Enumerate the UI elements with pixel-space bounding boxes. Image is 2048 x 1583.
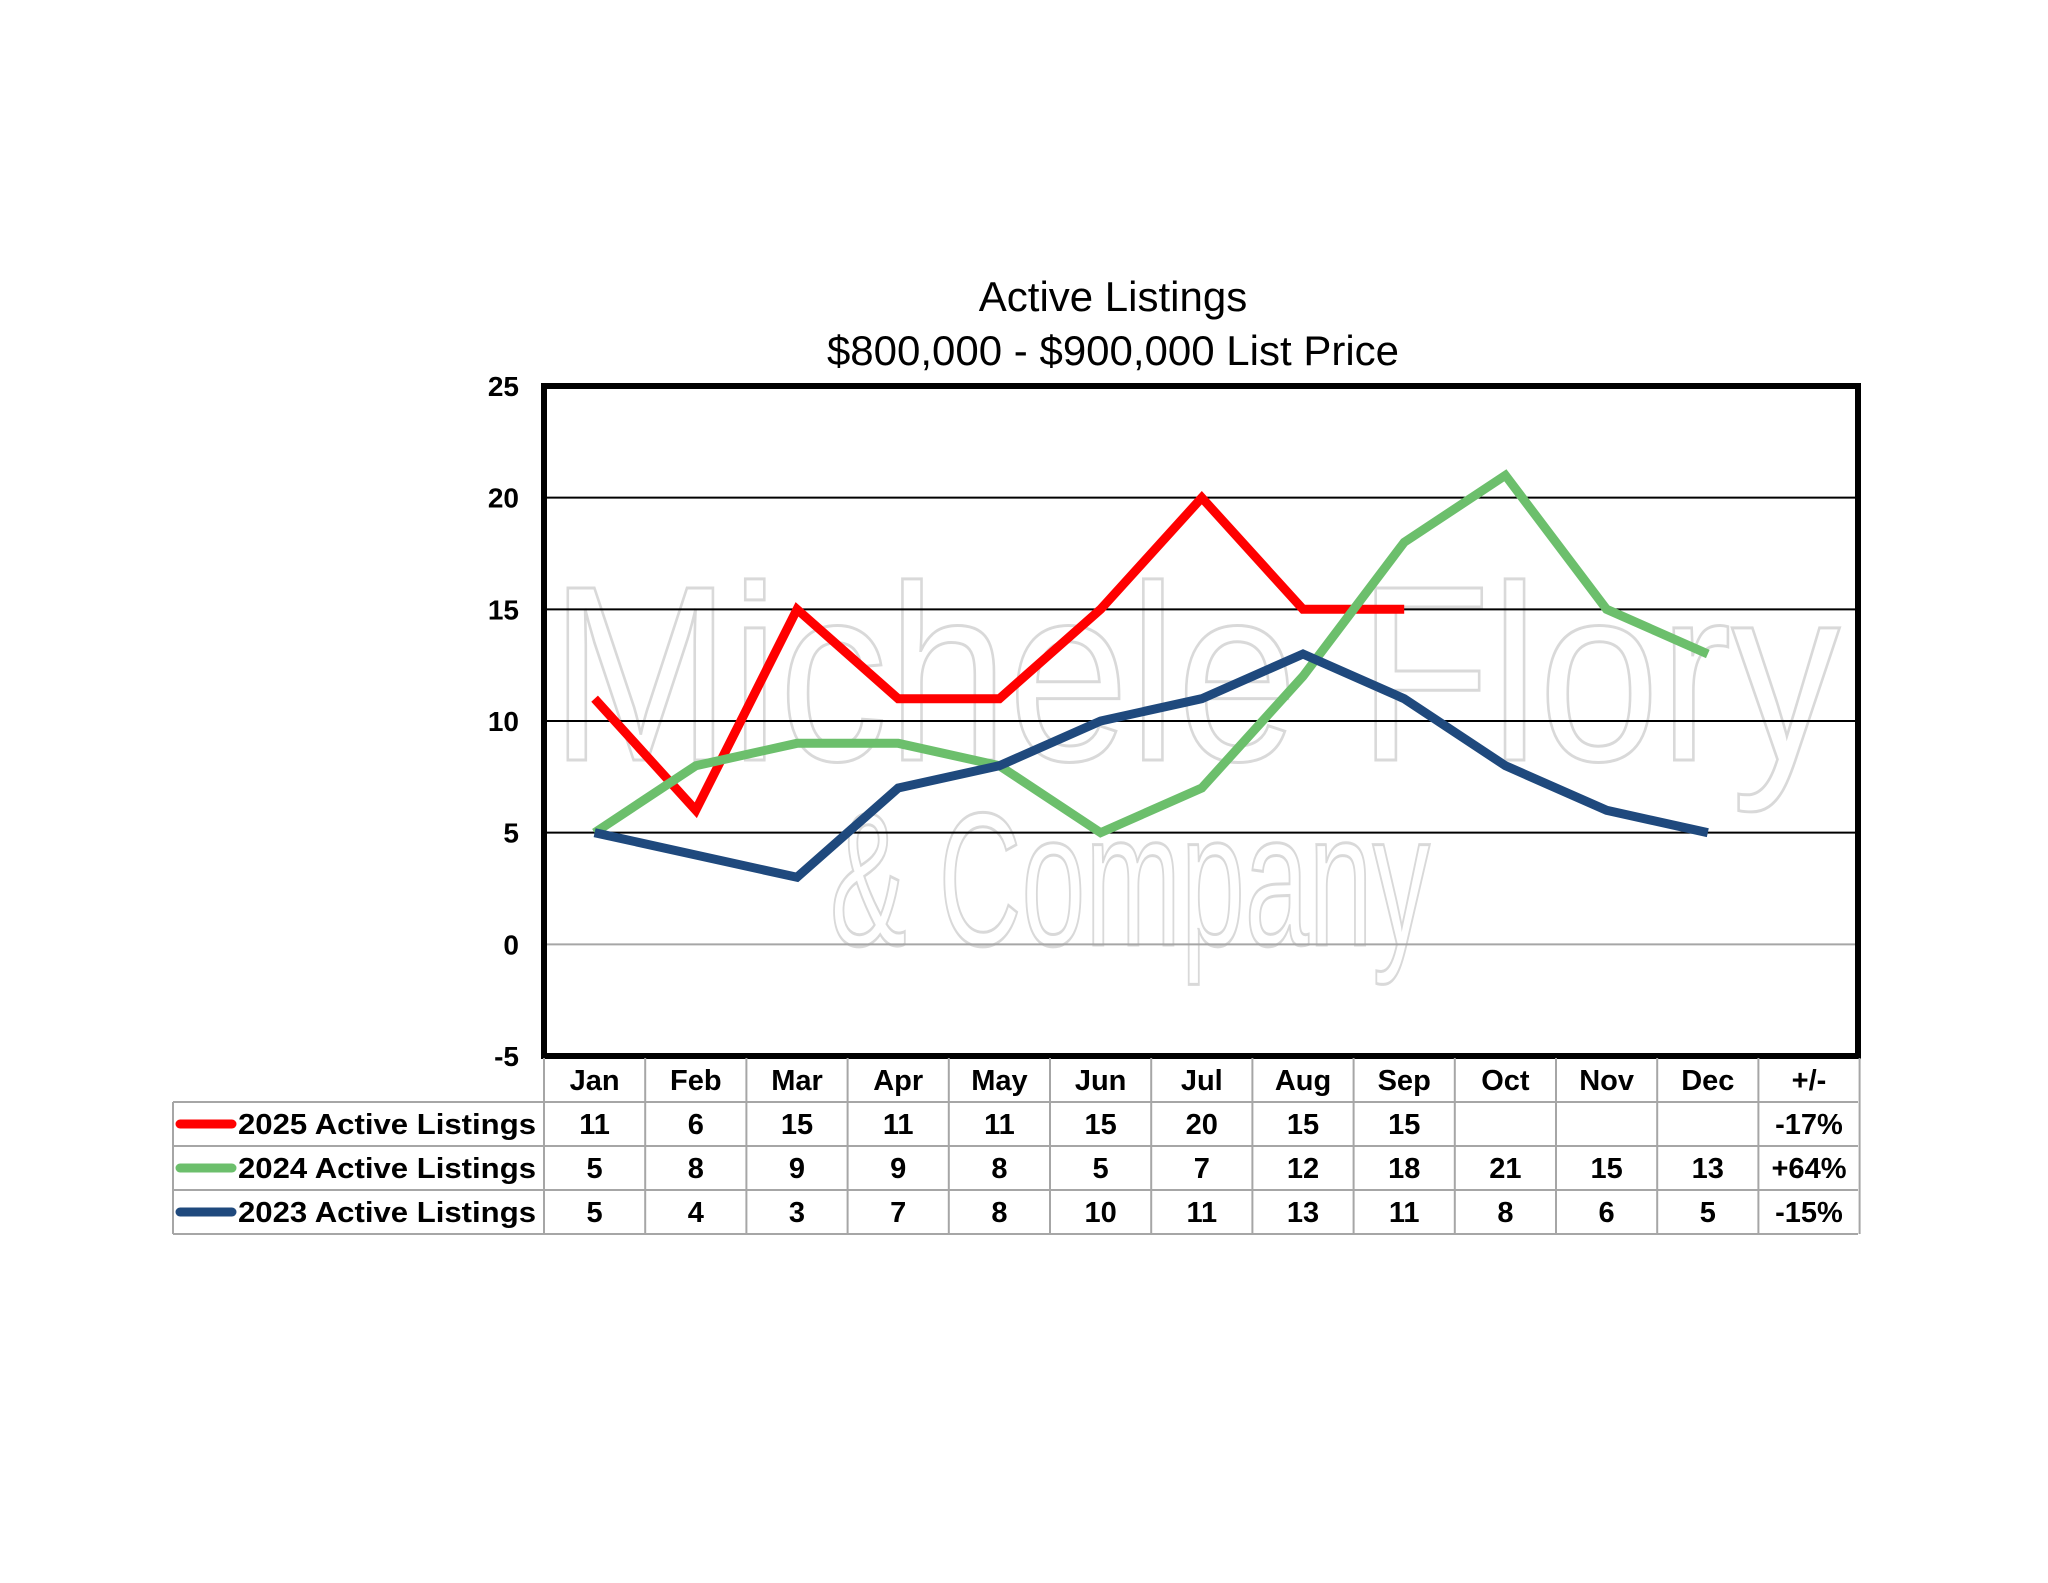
y-tick-label: -5 — [494, 1041, 519, 1072]
table-cell-value: 8 — [1497, 1197, 1513, 1229]
watermark-line-1: Michele Flory — [550, 534, 1840, 813]
change-value: -17% — [1775, 1109, 1843, 1141]
table-cell-value: 20 — [1186, 1109, 1218, 1141]
table-cell-value: 15 — [1287, 1109, 1319, 1141]
x-tick-label: Sep — [1378, 1065, 1431, 1097]
x-tick-label: +/- — [1792, 1065, 1827, 1097]
watermark-line-2: & Company — [830, 774, 1430, 986]
table-cell-value: 12 — [1287, 1153, 1319, 1185]
table-cell-value: 8 — [688, 1153, 704, 1185]
legend-label: 2025 Active Listings — [238, 1109, 536, 1141]
table-cell-value: 11 — [883, 1109, 914, 1141]
x-tick-label: Jun — [1075, 1065, 1127, 1097]
table-cell-value: 18 — [1388, 1153, 1420, 1185]
table-cell-value: 4 — [688, 1197, 704, 1229]
y-tick-label: 15 — [488, 594, 519, 625]
change-value: +64% — [1772, 1153, 1847, 1185]
data-table: Jan Feb Mar Apr May Jun Jul Aug Sep Oct Nov Dec +/- 2… — [172, 1058, 1861, 1235]
watermark: Michele Flory & Company — [549, 533, 1842, 988]
y-tick-label: 5 — [503, 818, 519, 849]
series-lines — [591, 469, 1710, 883]
table-cell-value: 11 — [1186, 1197, 1217, 1229]
table-cell-value: 8 — [991, 1197, 1007, 1229]
table-cell-value: 9 — [890, 1153, 906, 1185]
legend-label: 2024 Active Listings — [238, 1153, 536, 1185]
x-tick-label: Jul — [1181, 1065, 1223, 1097]
x-tick-label: Aug — [1275, 1065, 1331, 1097]
table-cell-value: 7 — [890, 1197, 906, 1229]
table-cell-value: 13 — [1692, 1153, 1724, 1185]
table-cell-value: 10 — [1084, 1197, 1116, 1229]
x-tick-label: Apr — [873, 1065, 923, 1097]
table-cell-value: 15 — [1084, 1109, 1116, 1141]
table-cell-value: 5 — [1093, 1153, 1109, 1185]
table-cell-value: 6 — [1599, 1197, 1615, 1229]
table-cell-value: 3 — [789, 1197, 805, 1229]
change-value: -15% — [1775, 1197, 1843, 1229]
table-cell-value: 9 — [789, 1153, 805, 1185]
table-cell-value: 11 — [1389, 1197, 1420, 1229]
series-line — [592, 469, 1710, 838]
series-line — [591, 491, 1405, 819]
x-tick-label: May — [971, 1065, 1027, 1097]
chart-title: Active Listings — [979, 273, 1247, 320]
x-tick-label: Mar — [771, 1065, 823, 1097]
table-cell-value: 6 — [688, 1109, 704, 1141]
table-cell-value: 11 — [984, 1109, 1015, 1141]
legend-label: 2023 Active Listings — [238, 1197, 536, 1229]
table-cell-value: 15 — [1388, 1109, 1420, 1141]
series-line — [593, 649, 1709, 883]
chart-subtitle: $800,000 - $900,000 List Price — [827, 327, 1399, 374]
table-cell-value: 15 — [781, 1109, 813, 1141]
table-cell-value: 13 — [1287, 1197, 1319, 1229]
y-tick-label: 0 — [503, 929, 519, 960]
x-tick-label: Oct — [1481, 1065, 1530, 1097]
table-cell-value: 5 — [587, 1197, 603, 1229]
y-tick-label: 25 — [488, 371, 519, 402]
x-tick-label: Dec — [1681, 1065, 1734, 1097]
table-cell-value: 8 — [991, 1153, 1007, 1185]
x-tick-label: Feb — [670, 1065, 722, 1097]
table-cell-value: 5 — [1700, 1197, 1716, 1229]
table-cell-value: 21 — [1489, 1153, 1521, 1185]
table-cell-value: 11 — [579, 1109, 610, 1141]
table-cell-value: 5 — [587, 1153, 603, 1185]
table-cell-value: 7 — [1194, 1153, 1210, 1185]
y-tick-label: 10 — [488, 706, 519, 737]
y-axis-ticks: 25 20 15 10 5 0 -5 — [488, 371, 519, 1072]
table-cell-value: 15 — [1590, 1153, 1622, 1185]
plot-frame — [541, 383, 1861, 1059]
y-tick-label: 20 — [488, 483, 519, 514]
x-tick-label: Nov — [1579, 1065, 1634, 1097]
x-tick-label: Jan — [570, 1065, 620, 1097]
